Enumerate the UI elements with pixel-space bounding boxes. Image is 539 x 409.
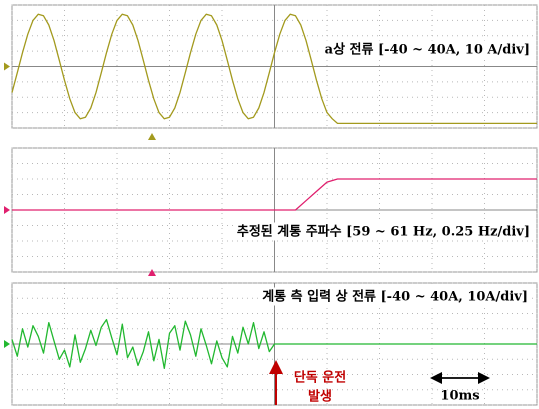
- trace-label: a상 전류 [-40 ~ 40A, 10 A/div]: [325, 42, 530, 58]
- scope-screen: a상 전류 [-40 ~ 40A, 10 A/div] 추정된 계통 주파수 [5…: [0, 0, 539, 409]
- trace-label: 추정된 계통 주파수 [59 ~ 61 Hz, 0.25 Hz/div]: [237, 224, 530, 240]
- channel-marker: [4, 340, 10, 348]
- annotation: 단독 운전: [294, 370, 346, 386]
- scope-panel: a상 전류 [-40 ~ 40A, 10 A/div]: [4, 5, 537, 128]
- channel-marker: [4, 63, 10, 71]
- channel-marker: [4, 206, 10, 214]
- scope-panel: 추정된 계통 주파수 [59 ~ 61 Hz, 0.25 Hz/div]: [4, 148, 537, 272]
- trace-label: 계통 측 입력 상 전류 [-40 ~ 40A, 10A/div]: [262, 289, 528, 305]
- trigger-marker: [148, 133, 156, 140]
- annotation: 10ms: [440, 389, 479, 404]
- scope-panel: 계통 측 입력 상 전류 [-40 ~ 40A, 10A/div]: [4, 283, 537, 405]
- annotation: 발생: [308, 389, 332, 405]
